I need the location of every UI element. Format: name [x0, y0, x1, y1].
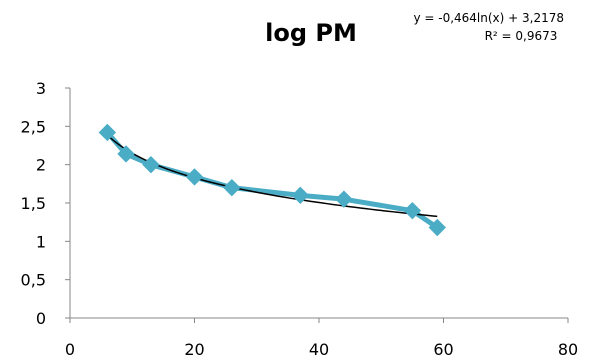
x-tick-label: 0 — [65, 340, 75, 359]
data-point-marker — [291, 186, 310, 205]
data-point-marker — [98, 123, 117, 142]
data-point-marker — [117, 145, 135, 163]
axes: 0 0,5 1 1,5 2 2,5 3 0 20 40 60 80 — [21, 79, 579, 359]
series-layer — [105, 130, 439, 230]
trendline-layer — [106, 134, 438, 218]
data-point-marker — [428, 218, 446, 237]
chart-title: log PM — [265, 19, 357, 47]
trendline-equation: y = -0,464ln(x) + 3,2178 — [413, 11, 564, 25]
x-tick-label: 60 — [433, 340, 453, 359]
data-point-marker — [185, 168, 204, 186]
y-tick-label: 0 — [36, 309, 46, 328]
y-tick-label: 2,5 — [21, 117, 46, 136]
y-tick-label: 2 — [36, 156, 46, 175]
y-tick-label: 1,5 — [21, 194, 46, 213]
marker-layer — [98, 123, 446, 237]
data-point-marker — [223, 178, 241, 197]
data-point-marker — [403, 201, 422, 220]
x-tick-label: 20 — [184, 340, 204, 359]
y-tick-label: 3 — [36, 79, 46, 98]
y-tick-label: 0,5 — [21, 271, 46, 290]
data-point-marker — [142, 155, 160, 174]
trendline-r-squared: R² = 0,9673 — [485, 29, 558, 43]
trendline — [106, 134, 438, 218]
x-tick-label: 80 — [558, 340, 578, 359]
data-point-marker — [335, 190, 353, 208]
y-tick-label: 1 — [36, 232, 46, 251]
x-tick-label: 40 — [309, 340, 329, 359]
series-line — [105, 130, 439, 230]
